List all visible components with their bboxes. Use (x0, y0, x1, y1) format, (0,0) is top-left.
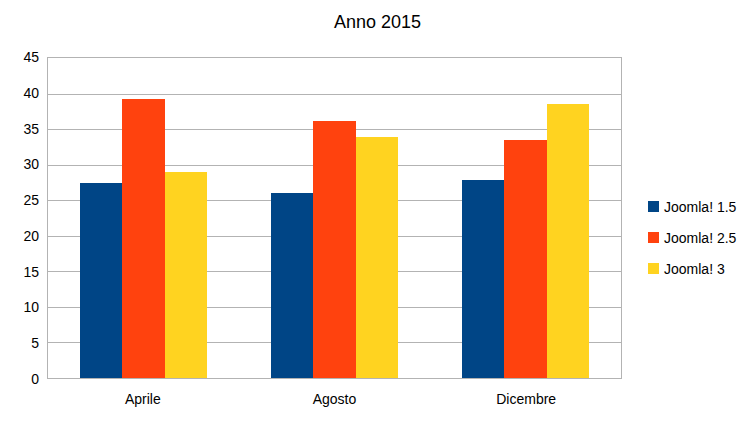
x-tick-label-dicembre: Dicembre (430, 391, 622, 407)
x-axis: AprileAgostoDicembre (47, 391, 622, 407)
legend: Joomla! 1.5 Joomla! 2.5 Joomla! 3 (648, 196, 736, 289)
chart-title: Anno 2015 (0, 12, 755, 33)
bar-joomla-3-agosto (356, 137, 399, 378)
legend-label: Joomla! 3 (664, 261, 725, 277)
bar-groups (48, 58, 621, 378)
legend-item-joomla-3: Joomla! 3 (648, 258, 736, 279)
bar-group-aprile (48, 58, 239, 378)
bar-joomla-3-aprile (165, 172, 208, 378)
bar-joomla-3-dicembre (547, 104, 590, 378)
legend-item-joomla-1.5: Joomla! 1.5 (648, 196, 736, 217)
bar-joomla-2.5-dicembre (504, 140, 547, 378)
x-tick-label-aprile: Aprile (47, 391, 239, 407)
y-tick-label: 25 (0, 192, 39, 208)
bar-group-agosto (239, 58, 430, 378)
y-tick-label: 0 (0, 371, 39, 387)
bar-joomla-1.5-agosto (271, 193, 314, 378)
y-tick-label: 20 (0, 228, 39, 244)
legend-label: Joomla! 2.5 (664, 230, 736, 246)
plot-area (47, 57, 622, 379)
y-tick-label: 30 (0, 156, 39, 172)
x-tick-label-agosto: Agosto (239, 391, 431, 407)
y-tick-label: 10 (0, 299, 39, 315)
legend-item-joomla-2.5: Joomla! 2.5 (648, 227, 736, 248)
bar-group-dicembre (430, 58, 621, 378)
bar-joomla-2.5-aprile (122, 99, 165, 378)
legend-swatch-icon (648, 201, 659, 212)
legend-swatch-icon (648, 232, 659, 243)
bar-joomla-2.5-agosto (313, 121, 356, 378)
legend-swatch-icon (648, 263, 659, 274)
y-tick-label: 45 (0, 49, 39, 65)
bar-joomla-1.5-aprile (80, 183, 123, 378)
y-tick-label: 35 (0, 121, 39, 137)
bar-chart: Anno 2015 45 40 35 30 25 20 15 10 5 0 AprileAgost… (0, 0, 755, 429)
bar-joomla-1.5-dicembre (462, 180, 505, 378)
y-tick-label: 15 (0, 264, 39, 280)
y-tick-label: 5 (0, 335, 39, 351)
legend-label: Joomla! 1.5 (664, 199, 736, 215)
y-tick-label: 40 (0, 85, 39, 101)
